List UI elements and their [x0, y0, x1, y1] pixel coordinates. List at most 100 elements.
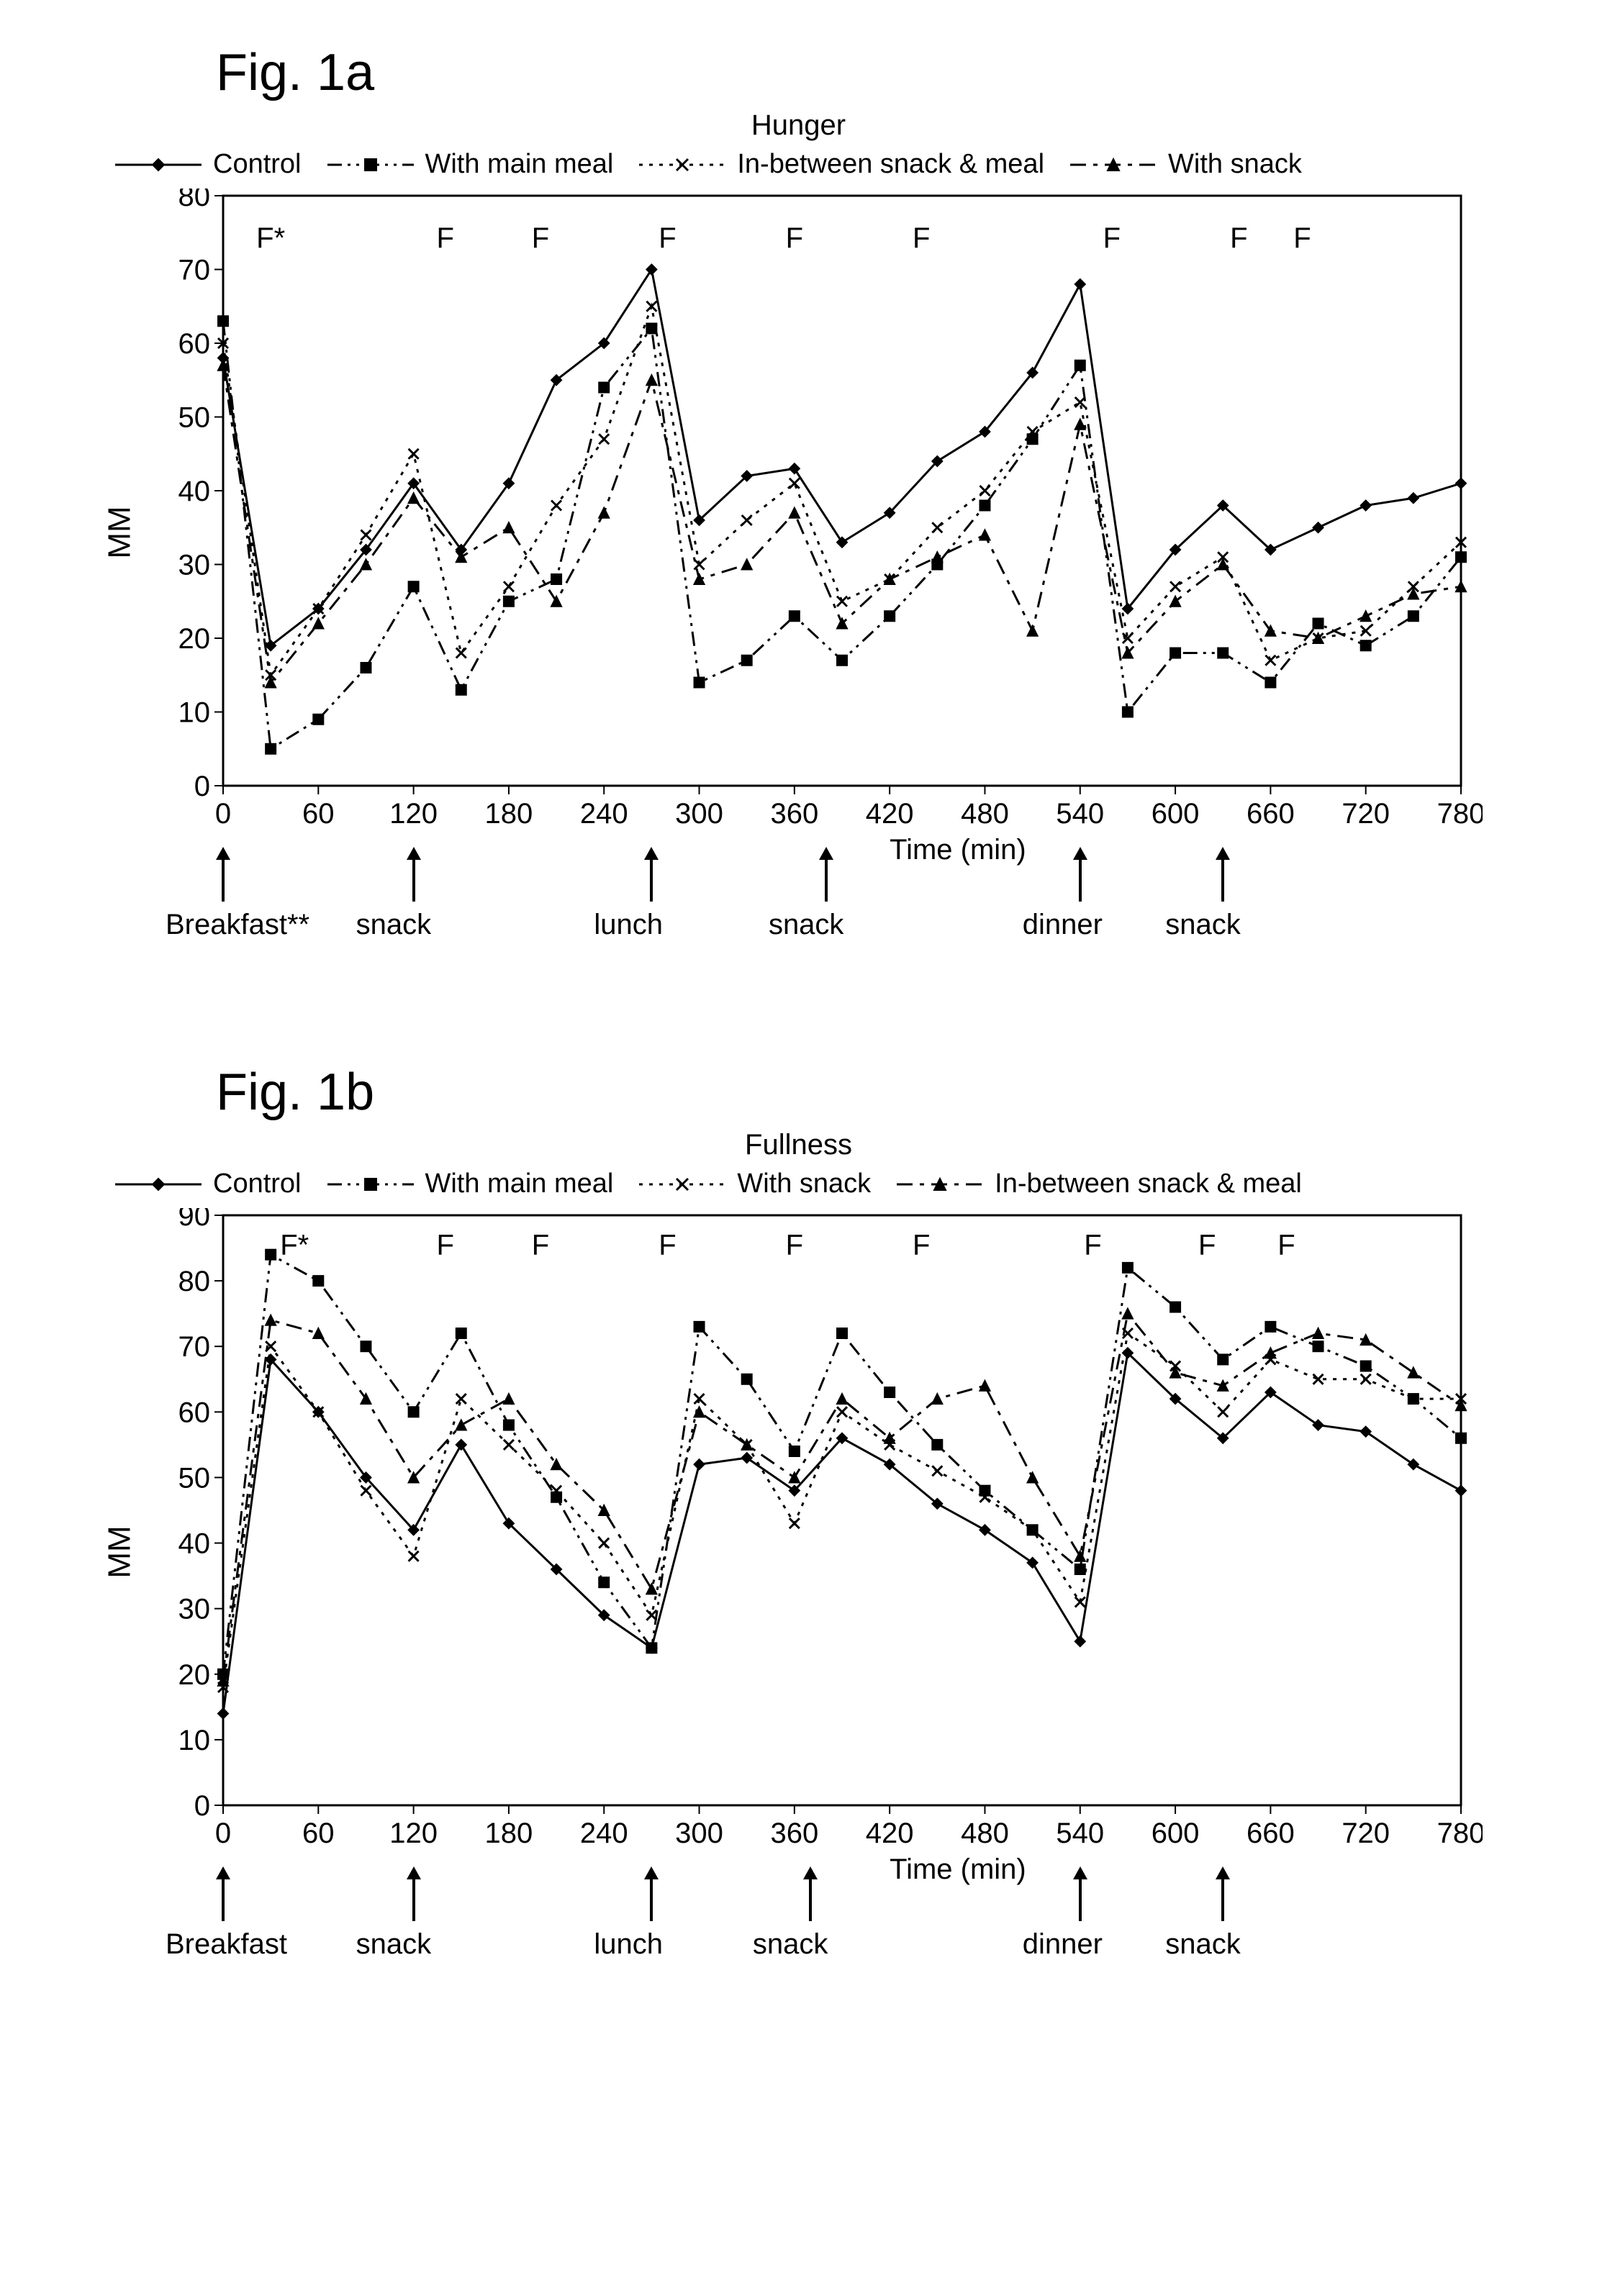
figure-1b-ylabel: MM — [102, 1525, 138, 1578]
legend-swatch — [1070, 154, 1157, 176]
svg-text:600: 600 — [1152, 798, 1200, 830]
event-arrow-icon — [1208, 1866, 1237, 1924]
x-axis-title: Time (min) — [890, 834, 1026, 866]
legend-item: With main meal — [327, 149, 614, 180]
figure-1a: Fig. 1a Hunger ControlWith main mealIn-b… — [86, 43, 1511, 955]
legend-label: In-between snack & meal — [995, 1169, 1302, 1199]
event-arrow-icon — [637, 847, 666, 904]
legend-item: With snack — [1070, 149, 1302, 180]
event-arrow-icon — [637, 1866, 666, 1924]
figure-1a-plot: 0102030405060708006012018024030036042048… — [144, 189, 1483, 836]
svg-text:F*: F* — [280, 1230, 309, 1261]
svg-text:20: 20 — [178, 1659, 211, 1691]
figure-1b: Fig. 1b Fullness ControlWith main mealWi… — [86, 1063, 1511, 1974]
legend-swatch — [639, 1174, 725, 1195]
legend-item: With main meal — [327, 1169, 614, 1199]
svg-text:240: 240 — [580, 1818, 628, 1849]
legend-label: In-between snack & meal — [737, 149, 1044, 180]
svg-text:480: 480 — [961, 1818, 1009, 1849]
svg-text:50: 50 — [178, 1462, 211, 1494]
event-arrow-icon — [1066, 1866, 1095, 1924]
legend-label: With main meal — [425, 149, 614, 180]
svg-text:F: F — [1084, 1230, 1101, 1261]
svg-text:660: 660 — [1247, 1818, 1295, 1849]
event-arrow-icon — [399, 1866, 428, 1924]
svg-text:720: 720 — [1342, 1818, 1390, 1849]
svg-text:F: F — [913, 1230, 930, 1261]
svg-text:360: 360 — [770, 798, 818, 830]
svg-text:30: 30 — [178, 1594, 211, 1625]
svg-text:60: 60 — [178, 328, 211, 360]
svg-text:420: 420 — [866, 798, 914, 830]
svg-text:480: 480 — [961, 798, 1009, 830]
svg-text:540: 540 — [1056, 798, 1104, 830]
svg-text:0: 0 — [194, 771, 210, 802]
legend-swatch — [639, 154, 725, 176]
svg-text:70: 70 — [178, 1331, 211, 1363]
event-arrow-icon — [1066, 847, 1095, 904]
legend-item: With snack — [639, 1169, 871, 1199]
svg-text:120: 120 — [389, 798, 438, 830]
svg-text:F: F — [436, 1230, 453, 1261]
event-label: dinner — [1023, 909, 1103, 941]
legend-item: Control — [115, 1169, 302, 1199]
legend-label: With snack — [1168, 149, 1302, 180]
svg-text:10: 10 — [178, 697, 211, 729]
svg-text:720: 720 — [1342, 798, 1390, 830]
svg-text:F*: F* — [256, 222, 285, 254]
figure-1a-legend: ControlWith main mealIn-between snack & … — [115, 149, 1511, 180]
svg-text:360: 360 — [770, 1818, 818, 1849]
legend-swatch — [115, 1174, 202, 1195]
event-label: snack — [769, 909, 844, 941]
legend-swatch — [897, 1174, 983, 1195]
figure-1b-plot-wrap: MM 0102030405060708090060120180240300360… — [144, 1208, 1511, 1859]
svg-text:F: F — [913, 222, 930, 254]
svg-text:F: F — [1293, 222, 1311, 254]
svg-text:60: 60 — [302, 798, 335, 830]
page: Fig. 1a Hunger ControlWith main mealIn-b… — [0, 0, 1597, 2169]
legend-label: Control — [213, 1169, 302, 1199]
svg-text:F: F — [436, 222, 453, 254]
legend-swatch — [115, 154, 202, 176]
event-label: snack — [356, 1928, 432, 1961]
legend-label: With main meal — [425, 1169, 614, 1199]
svg-text:70: 70 — [178, 255, 211, 286]
event-label: snack — [1165, 1928, 1241, 1961]
svg-text:40: 40 — [178, 476, 211, 507]
svg-text:20: 20 — [178, 623, 211, 655]
svg-text:30: 30 — [178, 550, 211, 581]
event-label: lunch — [594, 909, 663, 941]
event-arrow-icon — [399, 847, 428, 904]
svg-text:60: 60 — [302, 1818, 335, 1849]
event-arrow-icon — [209, 1866, 237, 1924]
svg-text:0: 0 — [215, 798, 231, 830]
figure-1b-legend: Control With main meal With snack In-betwee… — [115, 1169, 1511, 1199]
event-label: dinner — [1023, 1928, 1103, 1961]
svg-text:10: 10 — [178, 1725, 211, 1756]
event-label: Breakfast** — [166, 909, 309, 941]
event-label: Breakfast — [166, 1928, 287, 1961]
event-label: snack — [753, 1928, 828, 1961]
svg-text:120: 120 — [389, 1818, 438, 1849]
event-arrow-icon — [796, 1866, 825, 1924]
svg-text:F: F — [659, 1230, 676, 1261]
svg-text:F: F — [532, 1230, 549, 1261]
event-arrow-icon — [1208, 847, 1237, 904]
x-axis-title: Time (min) — [890, 1853, 1026, 1886]
svg-text:50: 50 — [178, 402, 211, 434]
svg-text:F: F — [1198, 1230, 1216, 1261]
legend-item: In-between snack & meal — [639, 149, 1044, 180]
event-label: snack — [356, 909, 432, 941]
svg-text:F: F — [1103, 222, 1121, 254]
svg-text:240: 240 — [580, 798, 628, 830]
figure-1a-plot-wrap: MM 0102030405060708006012018024030036042… — [144, 189, 1511, 840]
svg-text:F: F — [1230, 222, 1247, 254]
svg-text:180: 180 — [485, 1818, 533, 1849]
svg-text:60: 60 — [178, 1397, 211, 1428]
svg-text:0: 0 — [194, 1790, 210, 1822]
svg-text:90: 90 — [178, 1208, 211, 1232]
legend-swatch — [327, 154, 414, 176]
svg-text:180: 180 — [485, 798, 533, 830]
svg-text:300: 300 — [675, 798, 723, 830]
event-arrow-icon — [209, 847, 237, 904]
